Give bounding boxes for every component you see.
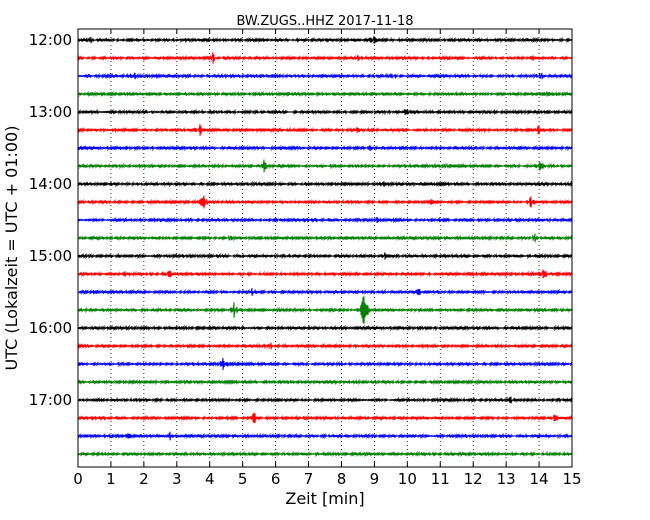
trace-1545	[77, 296, 573, 324]
x-tick-label: 2	[139, 470, 149, 488]
trace-1630	[77, 357, 573, 371]
x-tick-label: 7	[304, 470, 314, 488]
trace-1600	[77, 324, 573, 332]
trace-1500	[77, 252, 573, 260]
x-tick-label: 3	[172, 470, 182, 488]
axis-ticks: 0 1 2 3 4 5 6 7 8 9 10 11 12 13 14 1512:0013:0014:0015:…	[29, 29, 582, 488]
trace-1245	[77, 90, 573, 98]
trace-1315	[77, 124, 573, 136]
x-tick-label: 11	[431, 470, 450, 488]
y-tick-label: 14:00	[29, 175, 72, 193]
plot-frame	[77, 28, 573, 468]
trace-1745	[77, 450, 573, 458]
trace-1530	[77, 288, 573, 297]
x-tick-label: 5	[238, 470, 248, 488]
trace-1300	[77, 108, 573, 116]
trace-1400	[77, 180, 573, 188]
trace-1515	[77, 269, 573, 279]
trace-1645	[77, 378, 573, 386]
y-tick-label: 15:00	[29, 247, 72, 265]
trace-1230	[77, 72, 573, 80]
trace-1615	[77, 342, 573, 350]
trace-1200	[77, 36, 573, 44]
y-tick-label: 13:00	[29, 103, 72, 121]
x-tick-label: 14	[530, 470, 549, 488]
y-tick-label: 17:00	[29, 391, 72, 409]
trace-1700	[77, 396, 573, 404]
trace-1215	[77, 52, 573, 64]
trace-1345	[77, 159, 573, 173]
x-tick-label: 10	[398, 470, 417, 488]
x-tick-label: 0	[73, 470, 83, 488]
trace-series	[77, 36, 573, 458]
trace-1715	[77, 412, 573, 424]
trace-1445	[77, 233, 573, 243]
y-tick-label: 16:00	[29, 319, 72, 337]
x-tick-label: 1	[106, 470, 116, 488]
x-tick-label: 8	[337, 470, 347, 488]
x-tick-label: 9	[370, 470, 380, 488]
trace-1730	[77, 431, 573, 441]
trace-1430	[77, 216, 573, 224]
x-tick-label: 6	[271, 470, 281, 488]
chart-title: BW.ZUGS..HHZ 2017-11-18	[236, 14, 413, 29]
trace-1415	[77, 195, 573, 209]
x-tick-label: 4	[205, 470, 215, 488]
x-tick-label: 12	[464, 470, 483, 488]
y-tick-label: 12:00	[29, 31, 72, 49]
y-axis-label: UTC (Lokalzeit = UTC + 01:00)	[2, 126, 21, 371]
trace-1330	[77, 144, 573, 152]
x-tick-label: 15	[562, 470, 581, 488]
x-axis-label: Zeit [min]	[285, 489, 364, 508]
x-tick-label: 13	[497, 470, 516, 488]
